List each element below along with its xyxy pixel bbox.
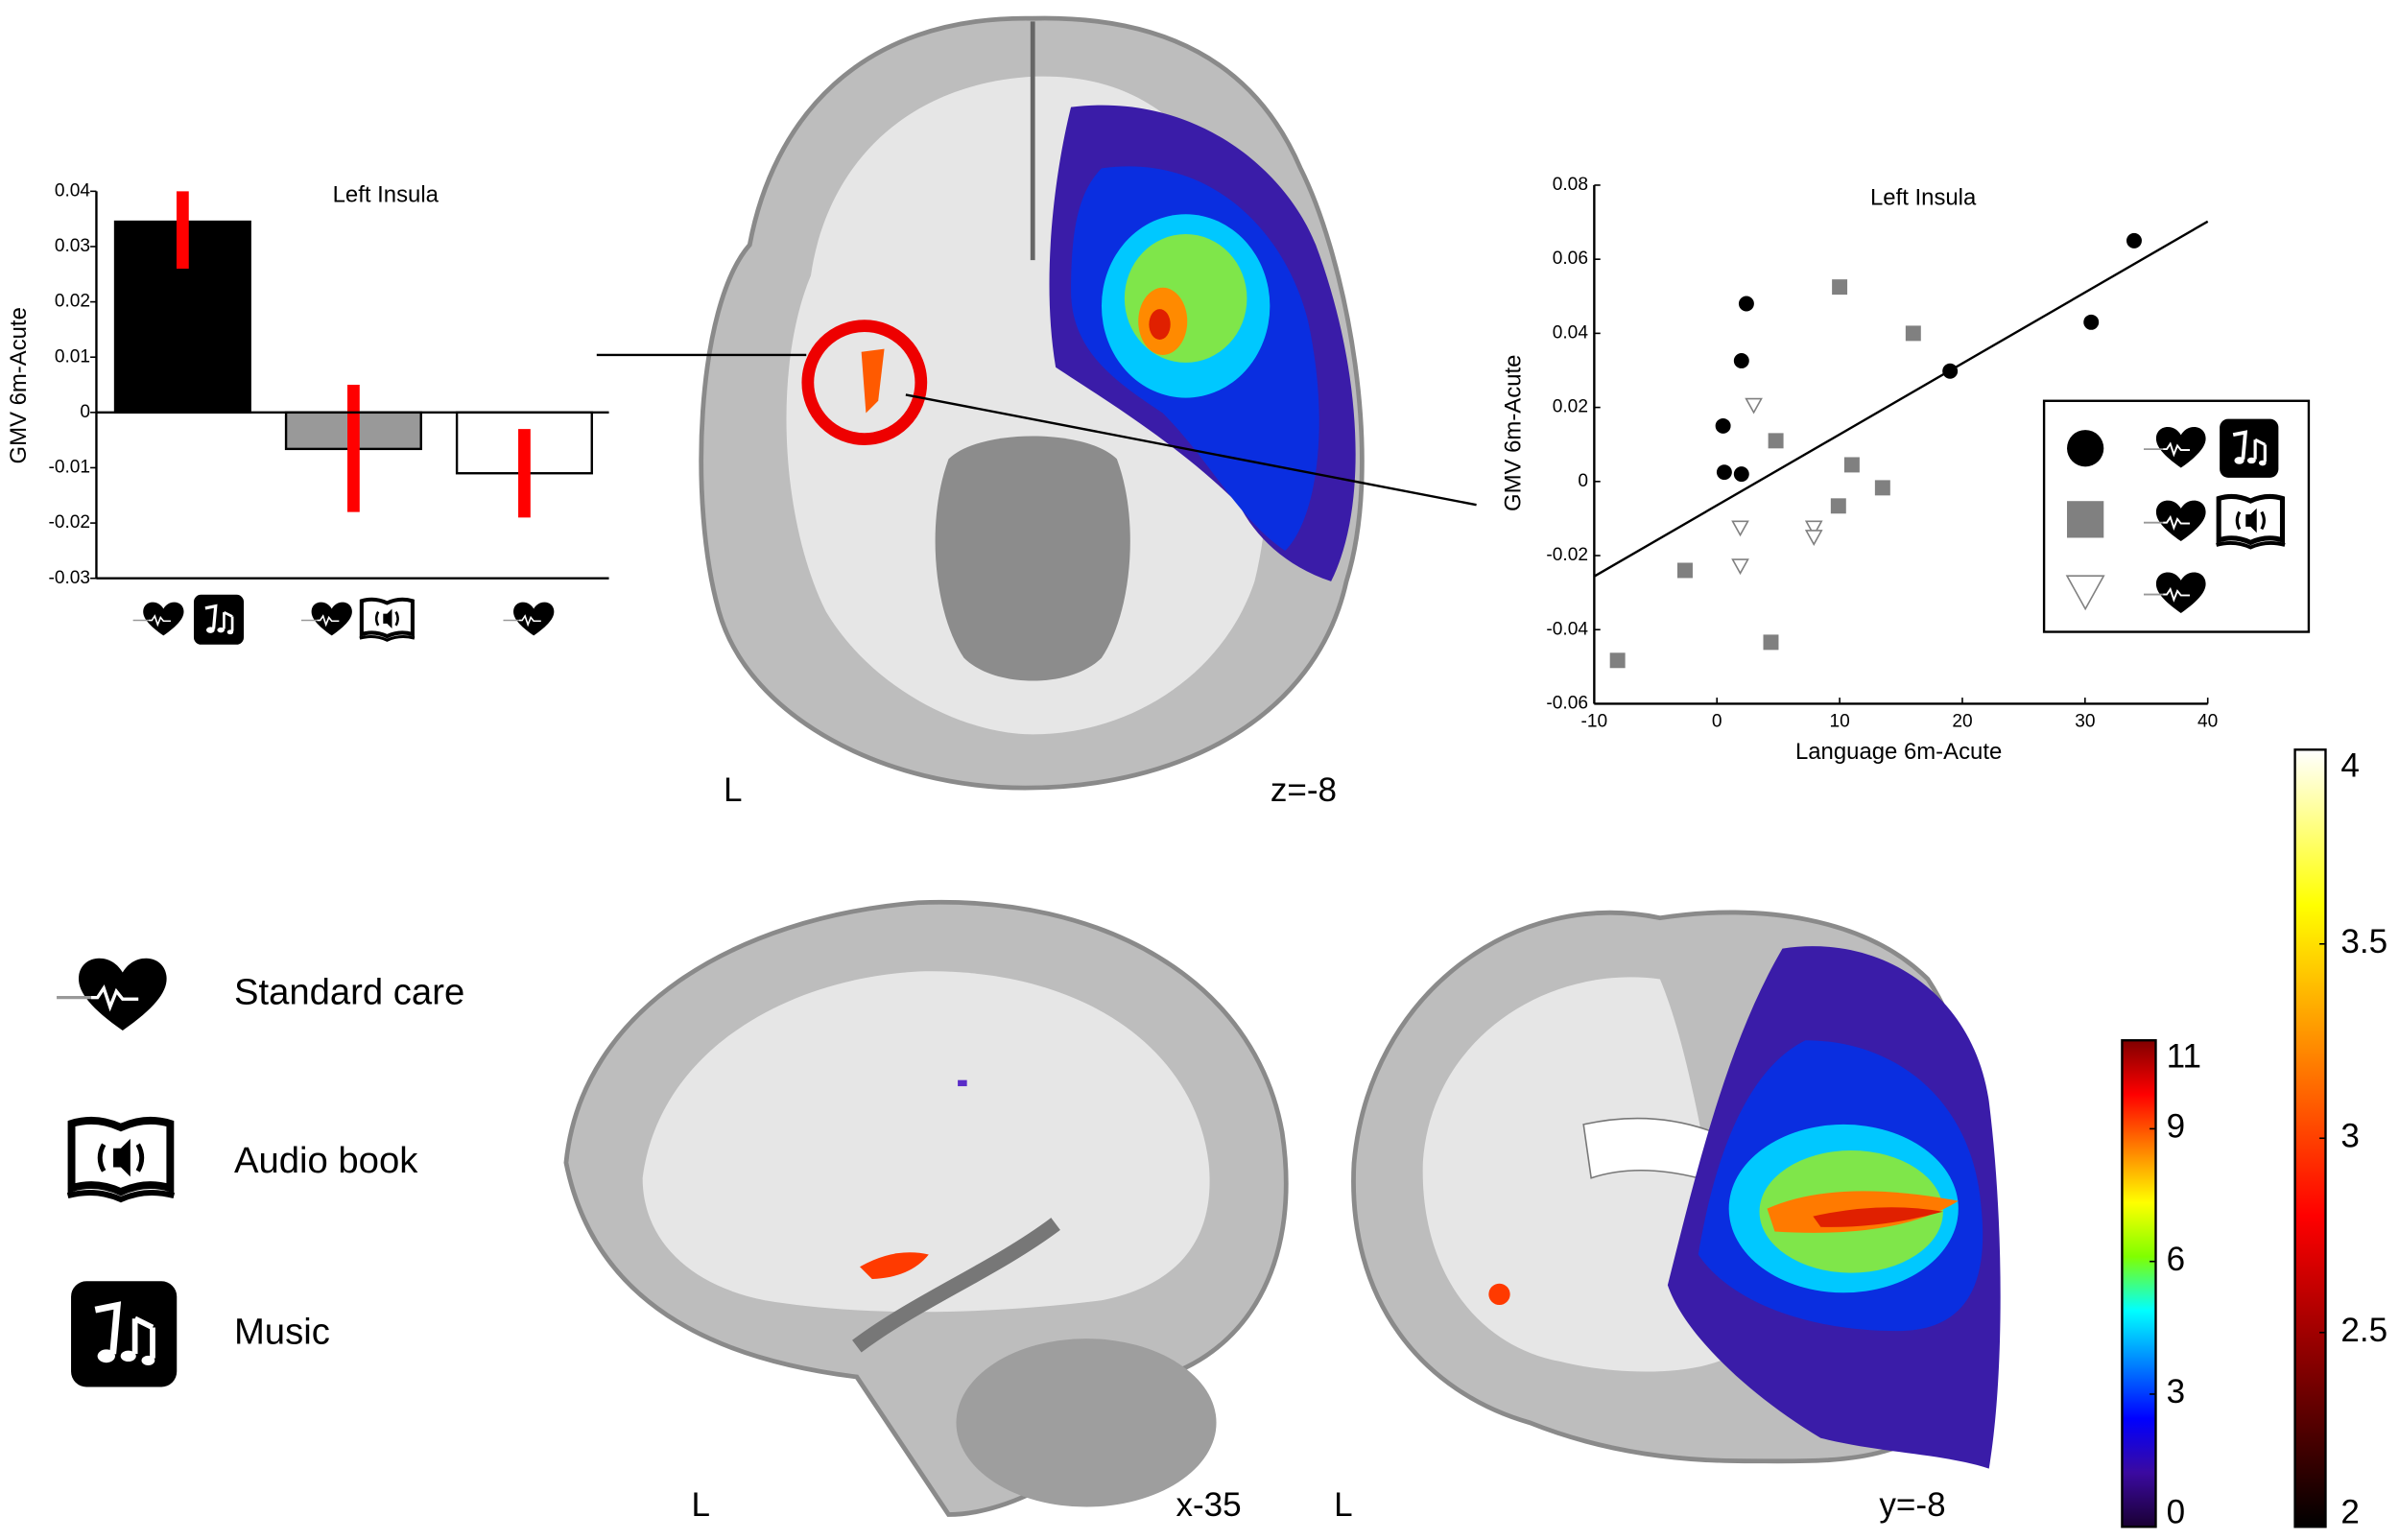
- colorbar-tick-label: 2.5: [2340, 1312, 2387, 1349]
- chart-title: Left Insula: [1870, 185, 1977, 211]
- standard-care-icon: [502, 601, 556, 637]
- point: [2083, 314, 2100, 330]
- x-axis-label: Language 6m-Acute: [1795, 739, 2002, 765]
- y-tick-label: 0.04: [55, 180, 91, 201]
- slice-side: L: [1334, 1486, 1353, 1524]
- x-tick-label: 10: [1829, 712, 1849, 732]
- slice-side: L: [691, 1486, 710, 1524]
- point: [1731, 558, 1749, 576]
- music-icon: [192, 593, 246, 646]
- chart-title: Left Insula: [333, 181, 439, 207]
- point: [2126, 232, 2142, 249]
- point: [1715, 417, 1731, 434]
- colorbar-tick-label: 0: [2167, 1494, 2186, 1531]
- point: [1609, 652, 1626, 669]
- x-tick-label: 30: [2075, 712, 2095, 732]
- x-tick-label: 0: [1712, 712, 1722, 732]
- y-tick-label: 0.06: [1553, 249, 1588, 269]
- y-tick-label: 0.01: [55, 346, 90, 367]
- point: [1804, 520, 1823, 537]
- slice-coordinate: x-35: [1176, 1486, 1241, 1524]
- point: [1677, 562, 1693, 579]
- y-tick-label: -0.02: [1546, 545, 1588, 565]
- music-icon: [2218, 417, 2280, 480]
- y-tick-label: 0.02: [55, 292, 90, 312]
- y-tick-label: -0.01: [48, 458, 90, 478]
- music-icon: [71, 1281, 177, 1386]
- point: [1804, 530, 1823, 546]
- y-tick-label: 0.04: [1553, 322, 1589, 343]
- fit-line: [1593, 220, 2209, 578]
- standard-care-icon: [55, 957, 169, 1032]
- legend-label: Standard care: [234, 972, 464, 1013]
- audio-book-icon: [360, 600, 415, 640]
- point: [1830, 498, 1846, 514]
- y-tick-label: -0.06: [1546, 694, 1588, 714]
- colorbar-tick-label: 3.5: [2340, 923, 2387, 960]
- coronal-slice: [1351, 910, 2001, 1469]
- colorbar-tick-label: 6: [2167, 1241, 2186, 1278]
- y-tick-label: -0.03: [48, 568, 90, 588]
- colorbar-tick-label: 9: [2167, 1108, 2186, 1146]
- colorbar-tick-label: 3: [2340, 1118, 2360, 1155]
- y-axis-label: GMV 6m-Acute: [1501, 355, 1527, 511]
- audio-book-icon: [2217, 496, 2285, 547]
- point: [1905, 325, 1921, 342]
- y-tick-label: 0.03: [55, 236, 90, 256]
- colorbar-tick-label: 4: [2340, 747, 2360, 785]
- point: [1763, 634, 1779, 651]
- colorbar-tick-label: 2: [2340, 1494, 2360, 1531]
- legend-label: Audio book: [234, 1140, 418, 1181]
- point: [1874, 480, 1890, 496]
- y-tick-label: -0.02: [48, 512, 90, 533]
- point: [1733, 466, 1749, 483]
- slice-side: L: [724, 771, 743, 809]
- point: [1832, 279, 1848, 296]
- colorbar-tick-label: 3: [2167, 1373, 2186, 1410]
- slice-coordinate: y=-8: [1879, 1486, 1945, 1524]
- x-tick-label: -10: [1581, 712, 1608, 732]
- sagittal-slice: [563, 899, 1289, 1517]
- colorbar: [2121, 1039, 2157, 1528]
- y-tick-label: -0.04: [1546, 619, 1588, 639]
- y-tick-label: 0: [1578, 471, 1588, 491]
- point: [1731, 520, 1749, 537]
- axial-slice: [596, 15, 1477, 791]
- point: [1716, 464, 1732, 481]
- point: [1733, 352, 1749, 368]
- legend-marker: [2065, 575, 2105, 611]
- slice-coordinate: z=-8: [1271, 771, 1337, 809]
- y-tick-label: 0: [80, 402, 90, 422]
- standard-care-icon: [131, 601, 185, 637]
- point: [1738, 296, 1754, 312]
- legend-marker: [2067, 501, 2104, 538]
- point: [1768, 433, 1784, 449]
- x-tick-label: 40: [2197, 712, 2218, 732]
- y-tick-label: 0.08: [1553, 175, 1588, 195]
- y-axis-label: GMV 6m-Acute: [6, 307, 32, 463]
- x-tick-label: 20: [1952, 712, 1972, 732]
- point: [1843, 457, 1860, 473]
- point: [1942, 363, 1959, 379]
- audio-book-icon: [68, 1121, 175, 1199]
- legend-marker: [2067, 430, 2104, 467]
- standard-care-icon: [300, 601, 353, 637]
- y-tick-label: 0.02: [1553, 397, 1588, 417]
- colorbar-tick-label: 11: [2167, 1038, 2201, 1076]
- point: [1745, 397, 1763, 415]
- legend-label: Music: [234, 1311, 330, 1352]
